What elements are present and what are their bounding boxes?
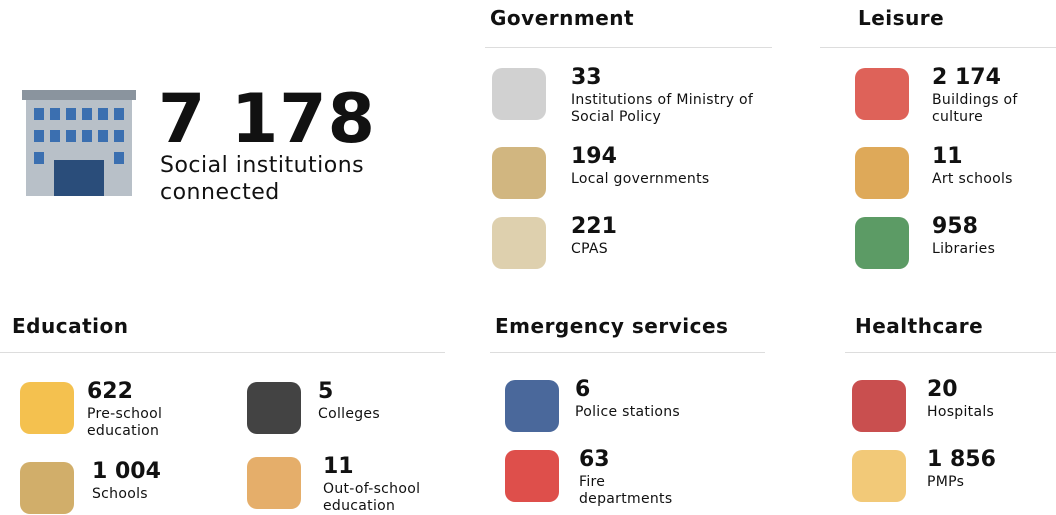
divider xyxy=(0,352,445,353)
item-value: 6 xyxy=(575,377,591,402)
item-label: Police stations xyxy=(575,404,681,420)
item-icon xyxy=(247,382,301,434)
item-value: 194 xyxy=(571,144,617,169)
item-icon xyxy=(20,462,74,514)
item-value: 2 174 xyxy=(932,65,1001,90)
section-title: Emergency services xyxy=(495,314,729,338)
item-icon xyxy=(492,147,546,199)
item-value: 1 856 xyxy=(927,447,996,472)
item-label: Hospitals xyxy=(927,404,995,420)
item-label: Buildings of culture xyxy=(932,92,1018,125)
building-icon xyxy=(22,90,136,196)
item-icon xyxy=(505,450,559,502)
item-label: Pre-school education xyxy=(87,406,163,439)
item-value: 33 xyxy=(571,65,602,90)
item-icon xyxy=(505,380,559,432)
item-value: 11 xyxy=(932,144,963,169)
item-icon xyxy=(492,68,546,120)
divider xyxy=(845,352,1056,353)
item-icon xyxy=(855,147,909,199)
section-title: Leisure xyxy=(858,6,945,30)
hero-value: 7 178 xyxy=(158,80,376,159)
divider xyxy=(820,47,1056,48)
divider xyxy=(490,352,765,353)
hero-label: Social institutions connected xyxy=(160,153,365,205)
item-value: 11 xyxy=(323,454,354,479)
item-icon xyxy=(855,217,909,269)
item-value: 1 004 xyxy=(92,459,161,484)
item-label: Fire departments xyxy=(579,474,673,507)
item-label: Institutions of Ministry of Social Polic… xyxy=(571,92,754,125)
item-label: Libraries xyxy=(932,241,996,257)
item-value: 20 xyxy=(927,377,958,402)
item-label: Out-of-school education xyxy=(323,481,421,514)
item-value: 221 xyxy=(571,214,617,239)
divider xyxy=(485,47,772,48)
item-label: Schools xyxy=(92,486,148,502)
item-icon xyxy=(20,382,74,434)
section-title: Healthcare xyxy=(855,314,984,338)
item-icon xyxy=(247,457,301,509)
item-value: 63 xyxy=(579,447,610,472)
item-icon xyxy=(852,380,906,432)
item-value: 958 xyxy=(932,214,978,239)
section-title: Government xyxy=(490,6,635,30)
item-label: Colleges xyxy=(318,406,380,422)
item-label: PMPs xyxy=(927,474,965,490)
item-value: 5 xyxy=(318,379,334,404)
item-value: 622 xyxy=(87,379,133,404)
item-label: Art schools xyxy=(932,171,1013,187)
section-title: Education xyxy=(12,314,129,338)
item-label: Local governments xyxy=(571,171,710,187)
item-label: CPAS xyxy=(571,241,608,257)
item-icon xyxy=(492,217,546,269)
item-icon xyxy=(852,450,906,502)
item-icon xyxy=(855,68,909,120)
